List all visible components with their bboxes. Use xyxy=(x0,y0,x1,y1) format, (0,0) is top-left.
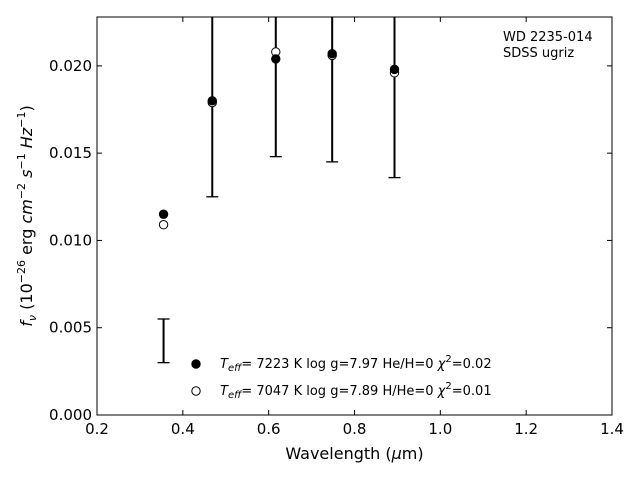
point-filled xyxy=(207,96,217,106)
data-points xyxy=(158,47,400,230)
legend-entry-1: Teff= 7223 K log g=7.97 He/H=0 χ2=0.02 xyxy=(220,354,492,374)
legend-1-chi2: 0.02 xyxy=(463,357,492,372)
legend: Teff= 7223 K log g=7.97 He/H=0 χ2=0.02 T… xyxy=(191,354,492,401)
legend-2-logg: 7.89 xyxy=(349,384,378,399)
x-tick-label: 1.0 xyxy=(428,420,452,438)
x-tick-label: 0.4 xyxy=(171,420,195,438)
error-bars xyxy=(157,17,401,364)
y-tick-label: 0.020 xyxy=(49,57,92,75)
x-tick-label: 0.6 xyxy=(257,420,281,438)
annotation-survey: SDSS ugriz xyxy=(503,46,574,61)
point-open xyxy=(158,220,169,230)
y-tick-label: 0.000 xyxy=(49,406,92,424)
legend-2-comp: H/He=0 xyxy=(382,384,433,399)
y-axis: 0.000 0.005 0.010 0.015 0.020 xyxy=(49,57,612,424)
annotation-star-name: WD 2235-014 xyxy=(503,30,593,45)
x-tick-label: 1.4 xyxy=(600,420,624,438)
legend-marker-open xyxy=(191,386,201,396)
point-filled xyxy=(389,64,400,75)
legend-2-chi2: 0.01 xyxy=(463,384,492,399)
y-tick-label: 0.010 xyxy=(49,231,92,249)
point-filled xyxy=(158,209,169,219)
legend-1-comp: He/H=0 xyxy=(382,357,433,372)
x-axis: 0.2 0.4 0.6 0.8 1.0 1.2 1.4 xyxy=(85,17,624,438)
x-tick-label: 0.2 xyxy=(85,420,109,438)
point-filled xyxy=(327,48,337,59)
legend-1-logg: 7.97 xyxy=(349,357,378,372)
x-tick-label: 1.2 xyxy=(514,420,538,438)
y-axis-label: fν (10−26 erg cm−2 s−1 Hz−1) xyxy=(15,105,39,326)
legend-2-teff: 7047 xyxy=(256,384,289,399)
legend-marker-filled xyxy=(191,359,201,369)
y-tick-label: 0.005 xyxy=(49,319,92,337)
legend-entry-2: Teff= 7047 K log g=7.89 H/He=0 χ2=0.01 xyxy=(220,381,492,401)
y-tick-label: 0.015 xyxy=(49,144,92,162)
plot-frame xyxy=(96,16,613,416)
x-axis-label: Wavelength (μm) xyxy=(285,444,423,463)
legend-1-teff: 7223 xyxy=(256,357,289,372)
point-filled xyxy=(271,54,281,64)
x-tick-label: 0.8 xyxy=(343,420,367,438)
